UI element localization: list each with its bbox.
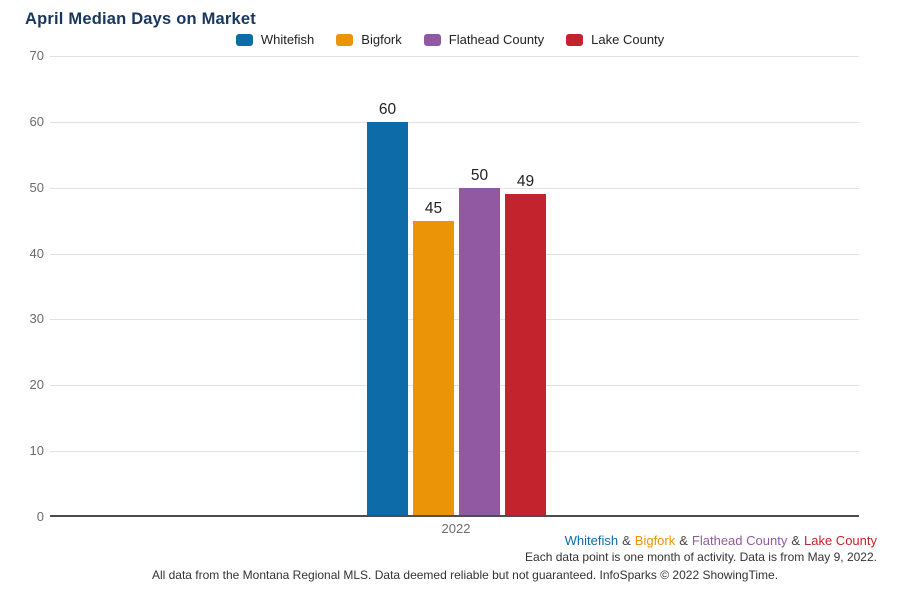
legend-label: Bigfork <box>361 32 402 47</box>
bar-bigfork <box>413 221 454 517</box>
footer-disclaimer: All data from the Montana Regional MLS. … <box>151 568 779 582</box>
legend-item-lake-county[interactable]: Lake County <box>566 32 664 47</box>
gridline <box>50 451 859 452</box>
legend-label: Lake County <box>591 32 665 47</box>
legend-swatch-icon <box>336 33 354 46</box>
y-tick-label: 50 <box>29 180 44 195</box>
y-tick-label: 20 <box>29 377 44 392</box>
y-tick-label: 30 <box>29 311 44 326</box>
footer-separator: & <box>679 533 688 548</box>
gridline <box>50 254 859 255</box>
legend-swatch-icon <box>566 33 584 46</box>
footer-series-name: Whitefish <box>564 533 619 548</box>
footer-series-name: Bigfork <box>634 533 676 548</box>
legend-label: Flathead County <box>448 32 545 47</box>
bar-value-label: 49 <box>516 173 535 190</box>
bar-value-label: 50 <box>470 167 489 184</box>
legend-label: Whitefish <box>260 32 315 47</box>
chart-title: April Median Days on Market <box>25 10 256 28</box>
legend: Whitefish Bigfork Flathead County Lake Coun… <box>0 32 900 47</box>
x-axis-label: 2022 <box>441 521 471 536</box>
legend-swatch-icon <box>235 33 253 46</box>
gridline <box>50 56 859 57</box>
gridline <box>50 319 859 320</box>
y-tick-label: 60 <box>29 114 44 129</box>
bar-flathead-county <box>459 188 500 517</box>
bar-value-label: 60 <box>378 101 397 118</box>
footer-separator: & <box>622 533 631 548</box>
bar-value-label: 45 <box>424 200 443 217</box>
bar-lake-county <box>505 194 546 517</box>
y-tick-label: 40 <box>29 246 44 261</box>
legend-item-flathead-county[interactable]: Flathead County <box>423 32 545 47</box>
legend-item-whitefish[interactable]: Whitefish <box>235 32 315 47</box>
legend-item-bigfork[interactable]: Bigfork <box>336 32 402 47</box>
legend-swatch-icon <box>423 33 441 46</box>
gridline <box>50 385 859 386</box>
footer-series-line: Whitefish & Bigfork & Flathead County & Lake C… <box>565 533 877 548</box>
x-axis-line <box>50 515 859 517</box>
y-tick-label: 0 <box>36 509 44 524</box>
footer-series-name: Lake County <box>804 533 877 548</box>
gridline <box>50 122 859 123</box>
plot-area: 60 45 50 49 <box>50 56 859 517</box>
footer-series-name: Flathead County <box>691 533 788 548</box>
y-tick-label: 70 <box>29 48 44 63</box>
bar-whitefish <box>367 122 408 517</box>
gridline <box>50 188 859 189</box>
footer-separator: & <box>791 533 800 548</box>
footer-note: Each data point is one month of activity… <box>525 550 877 564</box>
y-tick-label: 10 <box>29 443 44 458</box>
